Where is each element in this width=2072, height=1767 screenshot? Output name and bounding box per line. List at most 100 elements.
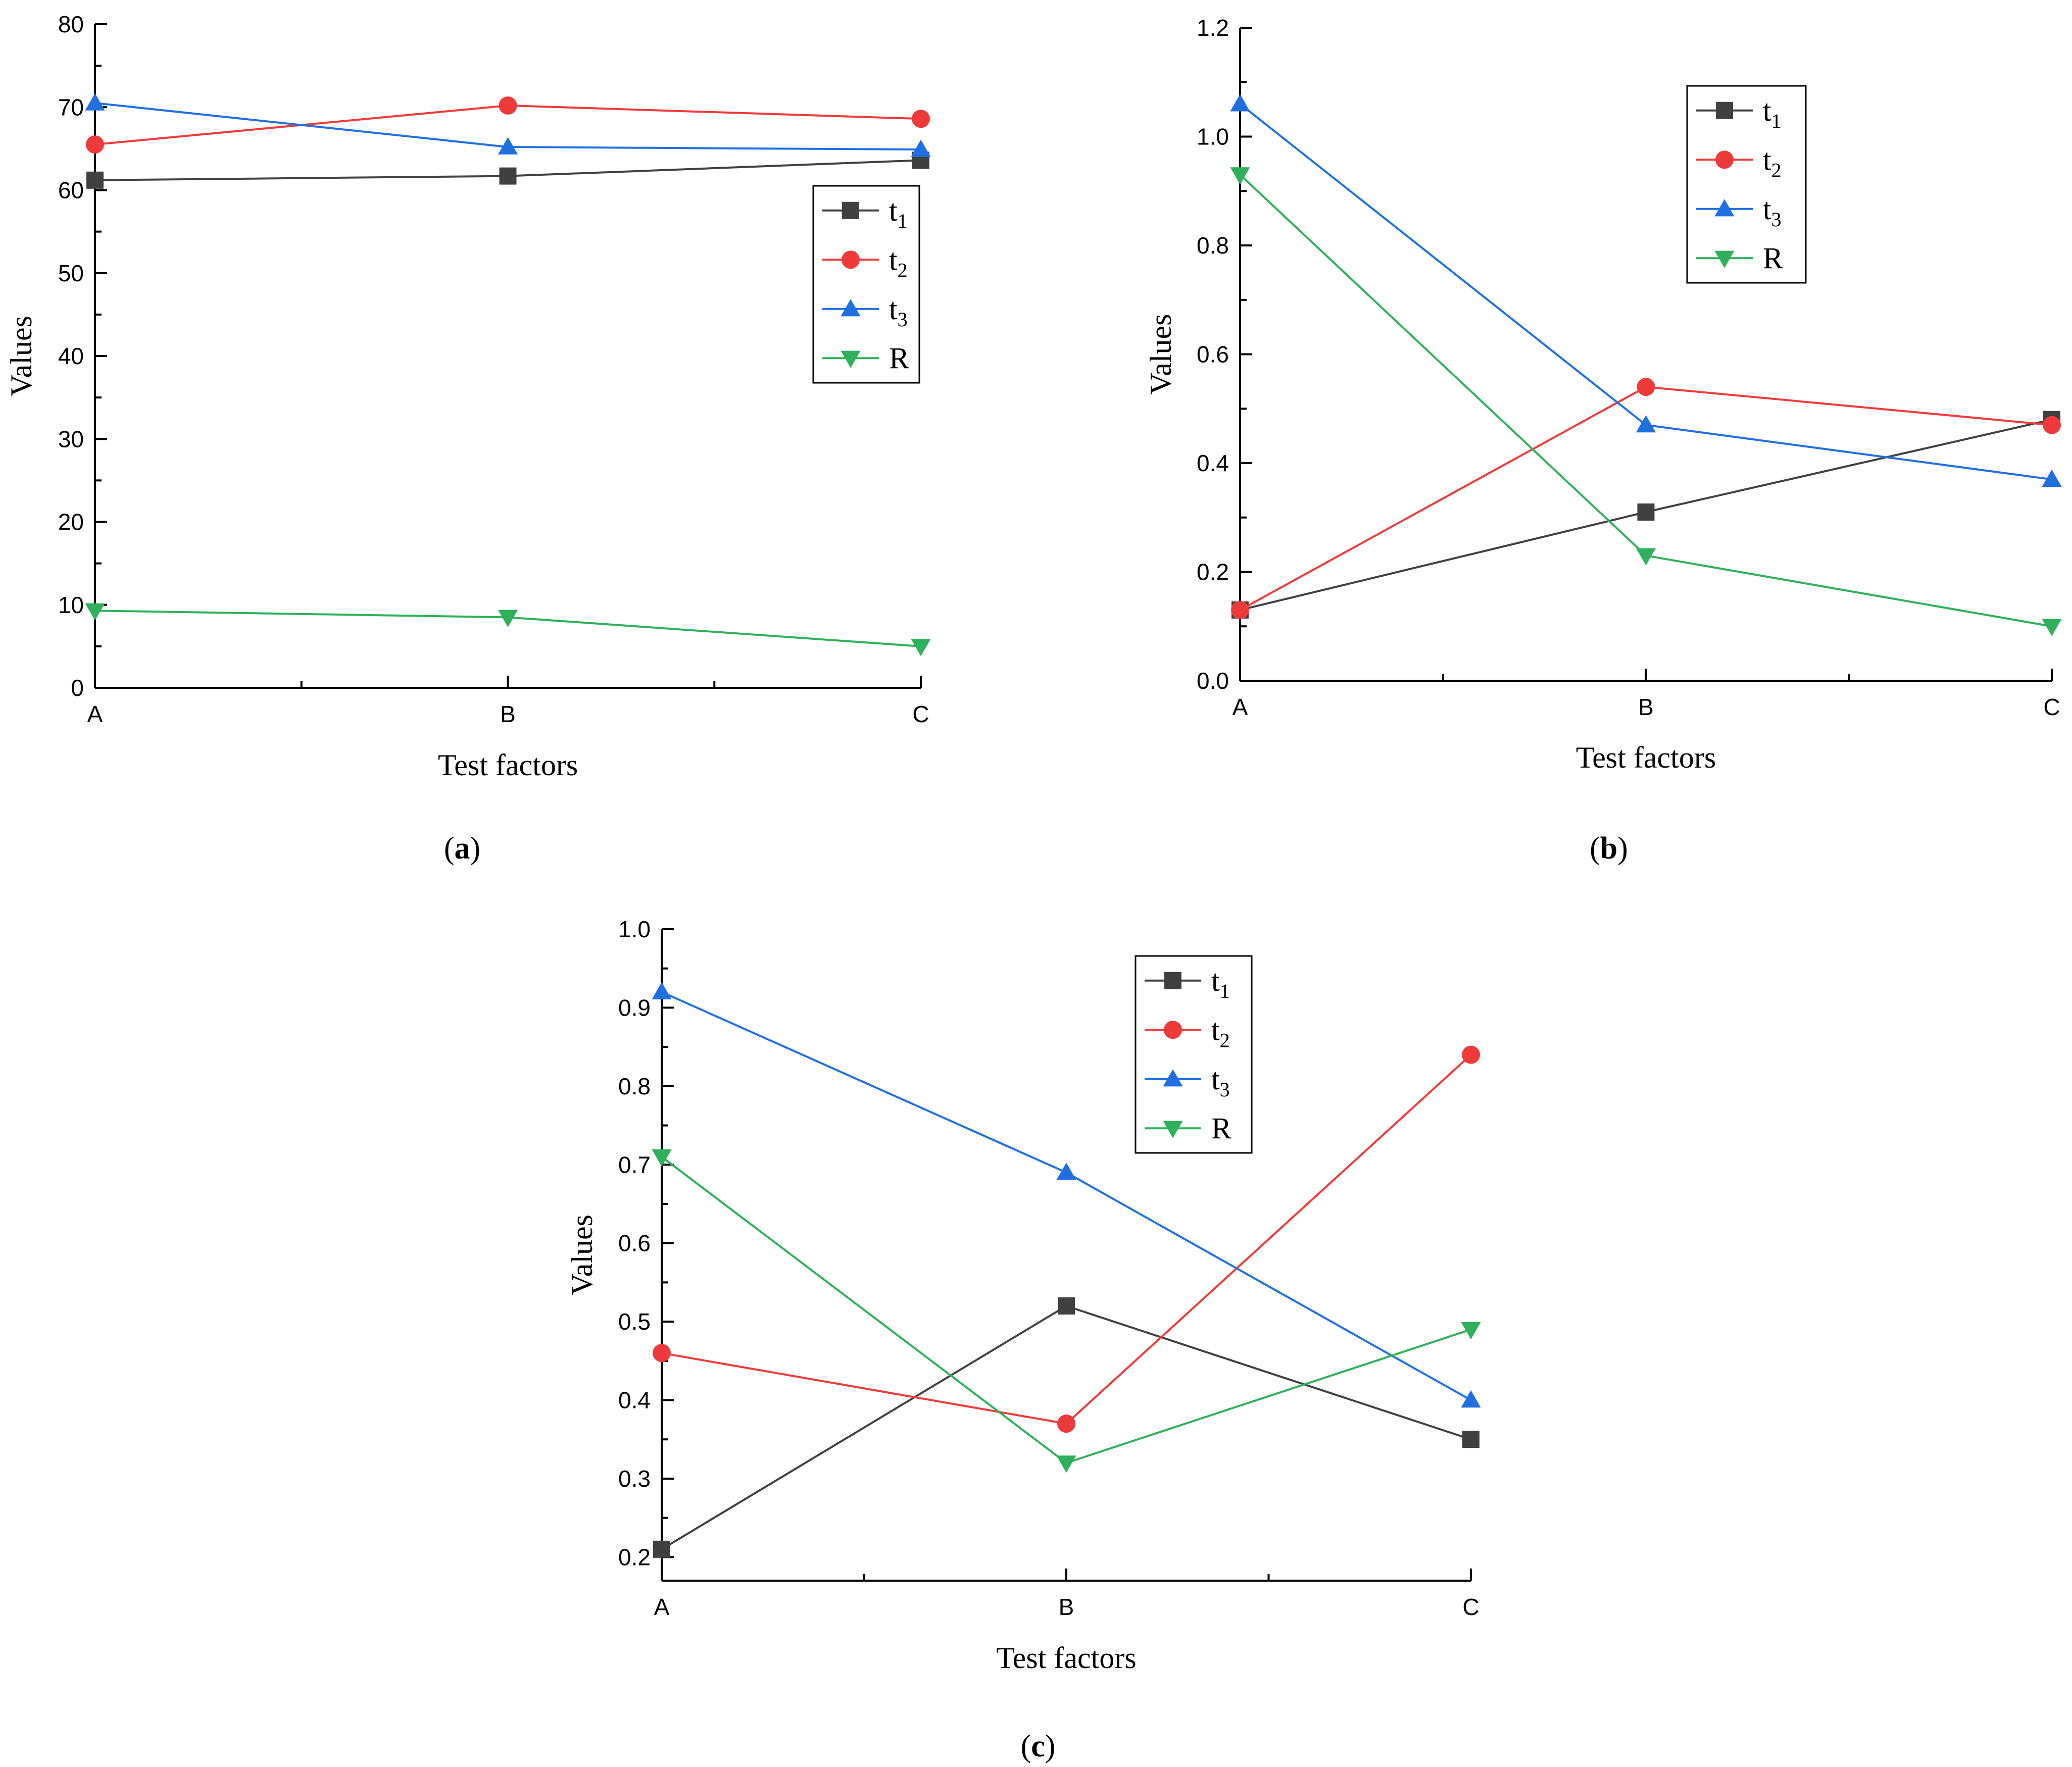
data-point-t2 bbox=[1057, 1415, 1075, 1433]
legend-marker-t1 bbox=[842, 201, 859, 219]
data-point-t1 bbox=[86, 171, 104, 189]
data-point-t1 bbox=[653, 1540, 670, 1558]
data-point-R bbox=[911, 639, 931, 657]
data-point-t2 bbox=[1231, 600, 1249, 619]
data-point-t3 bbox=[85, 93, 105, 111]
y-axis-title: Values bbox=[5, 316, 38, 396]
legend-label-subscript: 2 bbox=[1220, 1029, 1230, 1051]
legend-label-subscript: 3 bbox=[1771, 208, 1782, 231]
y-tick-label: 1.2 bbox=[1197, 15, 1229, 41]
y-axis-title: Values bbox=[565, 1215, 599, 1295]
legend-marker-t3 bbox=[841, 299, 861, 317]
legend-label-subscript: 1 bbox=[898, 210, 908, 232]
data-point-t2 bbox=[499, 96, 517, 115]
x-tick-label: A bbox=[654, 1594, 670, 1620]
x-tick-label: B bbox=[500, 701, 516, 727]
data-point-t3 bbox=[2042, 469, 2062, 487]
data-point-R bbox=[85, 603, 105, 621]
legend-marker-t1 bbox=[1164, 972, 1181, 989]
y-tick-label: 0.7 bbox=[618, 1151, 651, 1178]
data-point-t3 bbox=[1636, 415, 1656, 433]
data-point-R bbox=[498, 610, 518, 627]
y-tick-label: 0.6 bbox=[618, 1230, 651, 1256]
data-point-t1 bbox=[1637, 503, 1655, 521]
y-tick-label: 0.2 bbox=[1197, 559, 1229, 585]
data-point-t2 bbox=[912, 110, 930, 128]
data-point-R bbox=[1056, 1455, 1076, 1473]
y-tick-label: 0.6 bbox=[1197, 341, 1229, 368]
panel-letter: a bbox=[455, 831, 470, 866]
y-tick-label: 1.0 bbox=[1197, 124, 1229, 150]
x-tick-label: B bbox=[1638, 694, 1654, 720]
series-line-t3 bbox=[661, 991, 1471, 1401]
y-tick-label: 0.8 bbox=[1197, 232, 1229, 259]
y-tick-label: 0.4 bbox=[1197, 450, 1229, 476]
y-tick-label: 80 bbox=[58, 11, 84, 37]
data-point-t3 bbox=[1461, 1390, 1481, 1408]
legend-marker-t1 bbox=[1716, 102, 1733, 119]
x-axis-title: Test factors bbox=[996, 1641, 1136, 1675]
data-point-t3 bbox=[498, 137, 518, 155]
x-tick-label: C bbox=[912, 701, 929, 727]
data-point-t2 bbox=[1637, 378, 1655, 396]
y-tick-label: 70 bbox=[58, 94, 84, 120]
x-axis-title: Test factors bbox=[438, 748, 578, 782]
panel-letter: b bbox=[1600, 831, 1617, 866]
legend-box bbox=[812, 185, 920, 384]
legend-marker-R bbox=[1163, 1121, 1183, 1138]
y-tick-label: 0.9 bbox=[618, 994, 651, 1021]
legend-label-R: R bbox=[1763, 241, 1783, 275]
legend-marker-t3 bbox=[1163, 1069, 1183, 1087]
series-line-t2 bbox=[661, 1054, 1472, 1425]
legend-label-subscript: 3 bbox=[1220, 1078, 1230, 1101]
y-tick-label: 0.2 bbox=[618, 1544, 651, 1570]
x-tick-label: B bbox=[1059, 1594, 1074, 1620]
panel-caption-a: (a) bbox=[444, 831, 480, 866]
y-tick-label: 20 bbox=[58, 509, 84, 535]
data-point-t3 bbox=[652, 982, 672, 999]
data-point-R bbox=[652, 1149, 672, 1167]
y-tick-label: 0.0 bbox=[1197, 668, 1229, 694]
x-tick-label: A bbox=[87, 701, 103, 727]
data-point-R bbox=[2042, 619, 2062, 636]
legend-label-R: R bbox=[1211, 1112, 1231, 1145]
data-point-R bbox=[1636, 548, 1656, 566]
x-tick-label: C bbox=[2043, 694, 2060, 720]
y-tick-label: 50 bbox=[58, 260, 84, 286]
legend-marker-t2 bbox=[842, 250, 860, 269]
x-axis-title: Test factors bbox=[1576, 741, 1716, 774]
legend-label-subscript: 2 bbox=[898, 259, 908, 281]
data-point-t2 bbox=[653, 1344, 671, 1362]
legend-label-subscript: 1 bbox=[1771, 110, 1782, 132]
data-point-R bbox=[1461, 1322, 1481, 1340]
y-tick-label: 0.5 bbox=[618, 1308, 651, 1335]
legend-box bbox=[1686, 85, 1807, 284]
panel-caption-c: (c) bbox=[1021, 1729, 1056, 1763]
y-tick-label: 40 bbox=[58, 343, 84, 369]
x-tick-label: C bbox=[1462, 1594, 1479, 1620]
chart-panel-c: 0.2 0.3 0.4 0.5 0.6 0.7 0.8 0.9 1.0 A B C Test facto… bbox=[565, 916, 1481, 1763]
chart-panel-b: 0.0 0.2 0.4 0.6 0.8 1.0 1.2 A B C Test factors Valu… bbox=[1144, 15, 2062, 866]
data-point-t2 bbox=[2043, 416, 2061, 434]
legend-label-subscript: 2 bbox=[1771, 159, 1782, 181]
data-point-t3 bbox=[911, 139, 931, 157]
y-tick-label: 0.8 bbox=[618, 1073, 651, 1099]
panel-letter: c bbox=[1031, 1729, 1045, 1763]
data-point-R bbox=[1230, 167, 1250, 185]
data-point-t1 bbox=[1058, 1297, 1075, 1315]
data-point-t2 bbox=[1462, 1045, 1480, 1064]
y-tick-label: 30 bbox=[58, 426, 84, 452]
data-point-t1 bbox=[499, 167, 517, 185]
data-point-t1 bbox=[1462, 1431, 1479, 1448]
legend-marker-t2 bbox=[1715, 150, 1734, 169]
data-point-t2 bbox=[86, 135, 104, 154]
legend-box bbox=[1134, 955, 1253, 1154]
legend-marker-t2 bbox=[1164, 1021, 1182, 1039]
x-tick-label: A bbox=[1232, 694, 1248, 720]
panel-caption-b: (b) bbox=[1590, 831, 1628, 866]
